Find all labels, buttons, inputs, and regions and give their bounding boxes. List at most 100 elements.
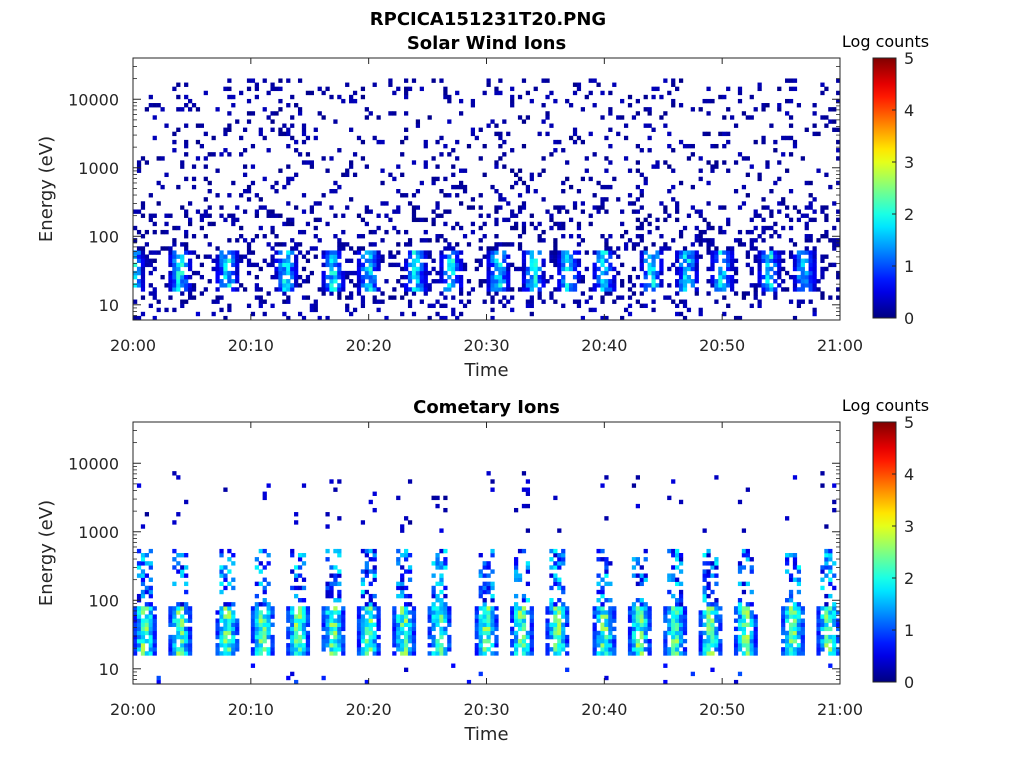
heatmap-cell [753, 258, 758, 263]
heatmap-cell [812, 307, 817, 313]
heatmap-cell [718, 626, 723, 632]
heatmap-cell [199, 213, 204, 218]
heatmap-cell [631, 291, 637, 296]
heatmap-cell [588, 131, 593, 137]
heatmap-cell [411, 262, 417, 268]
heatmap-cell [372, 622, 377, 627]
heatmap-cell [258, 622, 263, 627]
heatmap-cell [435, 176, 440, 182]
heatmap-cell [706, 634, 711, 640]
heatmap-cell [494, 606, 499, 611]
heatmap-cell [321, 274, 326, 280]
heatmap-cell [663, 643, 668, 648]
heatmap-cell [568, 234, 574, 239]
heatmap-cell [631, 630, 637, 636]
heatmap-cell [423, 229, 428, 235]
heatmap-cell [745, 156, 750, 161]
heatmap-cell [294, 139, 299, 145]
heatmap-cell [309, 205, 314, 210]
y-axis-label: Energy (eV) [36, 500, 57, 606]
heatmap-cell [781, 287, 786, 292]
heatmap-cell [349, 164, 354, 169]
heatmap-cells [133, 471, 841, 685]
heatmap-cell [604, 197, 609, 202]
heatmap-cell [749, 647, 754, 652]
heatmap-cell [773, 262, 778, 268]
heatmap-cell [635, 573, 640, 578]
heatmap-cell [372, 507, 377, 513]
heatmap-cell [286, 626, 291, 632]
heatmap-cell [274, 287, 279, 292]
heatmap-cell [486, 78, 491, 83]
heatmap-cell [800, 279, 805, 284]
heatmap-cell [333, 234, 338, 239]
heatmap-cell [521, 274, 527, 280]
heatmap-cell [223, 638, 228, 644]
heatmap-cell [627, 647, 633, 652]
heatmap-cell [549, 610, 554, 615]
heatmap-cell [832, 647, 837, 652]
heatmap-cell [525, 651, 531, 656]
heatmap-cell [671, 197, 676, 202]
heatmap-cell [419, 254, 424, 259]
heatmap-cell [439, 651, 444, 656]
heatmap-cell [223, 643, 228, 648]
heatmap-cell [325, 274, 330, 280]
heatmap-cell [655, 164, 660, 169]
heatmap-cell [431, 279, 436, 284]
heatmap-cell [180, 303, 185, 309]
heatmap-cell [443, 507, 448, 513]
heatmap-cell [557, 557, 562, 562]
heatmap-cell [733, 643, 739, 648]
heatmap-cell [513, 634, 519, 640]
heatmap-cell [808, 299, 813, 304]
heatmap-cell [506, 131, 511, 137]
heatmap-cell [262, 176, 267, 182]
heatmap-cell [513, 172, 519, 178]
heatmap-cell [612, 176, 617, 182]
heatmap-cell [631, 283, 637, 288]
heatmap-cell [832, 622, 837, 627]
heatmap-cell [431, 78, 436, 83]
heatmap-cell [545, 279, 550, 284]
heatmap-cell [749, 638, 754, 644]
x-axis-label: Time [463, 360, 508, 381]
heatmap-cell [545, 643, 550, 648]
heatmap-cell [380, 168, 385, 173]
heatmap-cell [667, 495, 672, 501]
heatmap-cell [832, 246, 837, 251]
heatmap-cell [608, 279, 613, 284]
heatmap-cell [510, 618, 515, 623]
heatmap-cell [604, 184, 609, 190]
heatmap-cell [600, 287, 605, 292]
heatmap-cell [596, 180, 601, 186]
heatmap-cell [486, 589, 491, 595]
heatmap-cell [337, 643, 342, 648]
heatmap-cell [443, 279, 448, 284]
heatmap-cell [250, 626, 256, 632]
heatmap-cell [172, 270, 177, 276]
heatmap-cell [282, 291, 287, 296]
heatmap-cell [596, 82, 601, 87]
heatmap-cell [278, 274, 283, 280]
heatmap-cell [600, 630, 605, 636]
heatmap-cell [510, 638, 515, 644]
heatmap-cell [549, 123, 554, 128]
heatmap-cell [521, 598, 527, 603]
heatmap-cell [168, 213, 173, 218]
heatmap-cell [521, 266, 527, 272]
heatmap-cell [608, 606, 613, 611]
heatmap-cell [494, 614, 499, 619]
heatmap-cell [686, 274, 692, 280]
heatmap-cell [596, 589, 601, 595]
heatmap-cell [698, 610, 703, 615]
heatmap-cell [219, 152, 224, 157]
heatmap-cell [478, 246, 483, 251]
heatmap-cell [737, 606, 743, 611]
heatmap-cell [620, 115, 625, 120]
heatmap-cell [651, 254, 656, 259]
heatmap-cell [796, 614, 802, 619]
heatmap-cell [557, 634, 562, 640]
heatmap-cell [494, 638, 499, 644]
heatmap-cell [584, 156, 589, 161]
